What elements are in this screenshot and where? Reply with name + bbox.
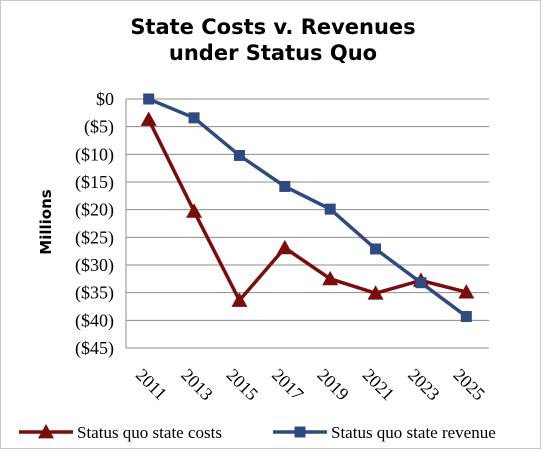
x-tick-label: 2017 bbox=[268, 365, 308, 405]
data-point bbox=[460, 310, 472, 322]
data-point bbox=[322, 270, 339, 286]
data-point bbox=[370, 243, 382, 255]
y-tick-label: ($5) bbox=[84, 117, 114, 138]
x-tick-label: 2019 bbox=[313, 365, 353, 405]
legend-marker bbox=[294, 426, 306, 438]
legend-label: Status quo state costs bbox=[77, 423, 222, 442]
y-tick-label: ($25) bbox=[75, 227, 114, 248]
series-layer bbox=[140, 93, 475, 322]
data-point bbox=[231, 292, 248, 307]
legend-marker bbox=[38, 424, 54, 439]
y-tick-label: ($45) bbox=[75, 338, 114, 359]
x-tick-label: 2015 bbox=[223, 365, 263, 405]
data-point bbox=[233, 149, 245, 161]
chart-title-line-1: State Costs v. Revenues bbox=[130, 15, 415, 39]
y-tick-labels: $0 ($5) ($10) ($15) ($20) ($25) ($30) ($35) ($40… bbox=[75, 89, 114, 359]
x-tick-label: 2011 bbox=[132, 365, 171, 404]
grid-lines bbox=[125, 98, 489, 349]
y-tick-label: ($40) bbox=[75, 310, 114, 331]
y-tick-label: $0 bbox=[96, 89, 114, 109]
data-point bbox=[458, 284, 475, 299]
series-line bbox=[147, 118, 467, 303]
y-tick-label: ($15) bbox=[75, 172, 114, 193]
x-tick-label: 2023 bbox=[404, 365, 444, 405]
y-tick-label: ($10) bbox=[75, 144, 114, 165]
data-point bbox=[279, 180, 291, 192]
legend-label: Status quo state revenue bbox=[331, 423, 496, 442]
data-point bbox=[143, 93, 155, 105]
legend: Status quo state costs Status quo state r… bbox=[19, 423, 496, 442]
data-point bbox=[276, 239, 293, 255]
data-point bbox=[367, 285, 384, 300]
x-tick-labels: 2011 2013 2015 2017 2019 2021 2023 2025 bbox=[132, 365, 489, 405]
data-point bbox=[186, 203, 203, 218]
y-tick-label: ($30) bbox=[75, 255, 114, 276]
x-tick-label: 2021 bbox=[359, 365, 399, 405]
y-axis-label: Millions bbox=[37, 189, 55, 254]
x-tick-label: 2025 bbox=[449, 365, 489, 405]
y-tick-label: ($20) bbox=[75, 200, 114, 221]
x-tick-label: 2013 bbox=[177, 365, 217, 405]
data-point bbox=[140, 111, 157, 126]
series-line bbox=[148, 97, 468, 318]
y-tick-label: ($35) bbox=[75, 283, 114, 304]
data-point bbox=[324, 203, 336, 215]
data-point bbox=[188, 112, 200, 124]
data-point bbox=[415, 277, 427, 289]
chart-title-line-2: under Status Quo bbox=[169, 41, 377, 65]
